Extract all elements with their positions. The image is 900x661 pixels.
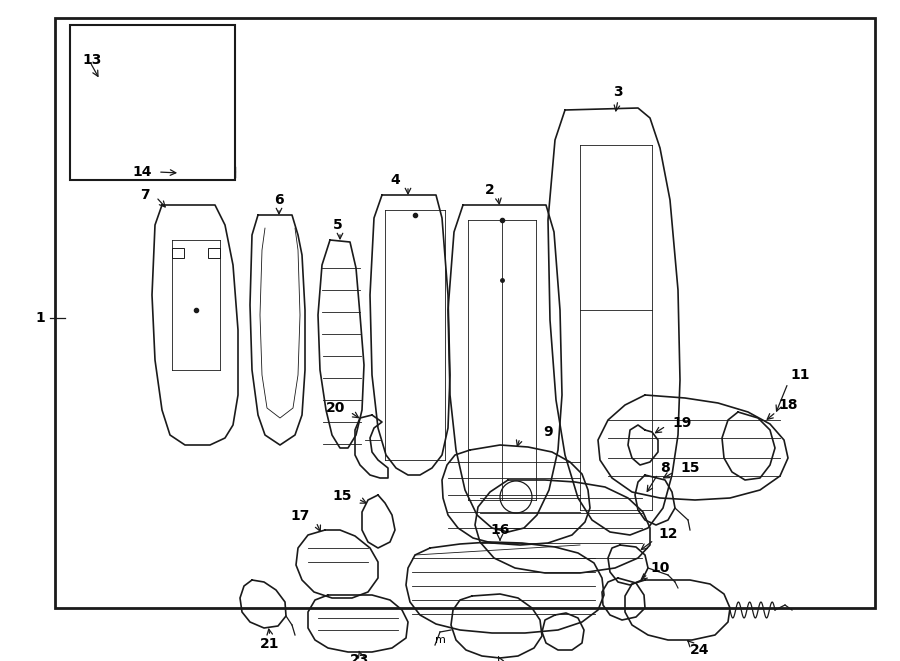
Text: 20: 20	[326, 401, 345, 415]
Text: 8: 8	[660, 461, 670, 475]
Text: 3: 3	[613, 85, 623, 99]
Text: 24: 24	[690, 643, 710, 657]
Text: 14: 14	[132, 165, 152, 179]
Text: 7: 7	[140, 188, 150, 202]
Text: 13: 13	[82, 53, 102, 67]
Text: 15: 15	[680, 461, 699, 475]
Text: 4: 4	[390, 173, 400, 187]
Bar	[208, 248, 220, 258]
Text: 6: 6	[274, 193, 284, 207]
Text: 9: 9	[544, 425, 553, 439]
Text: 23: 23	[350, 653, 370, 661]
Text: 17: 17	[291, 509, 310, 523]
Text: 15: 15	[332, 489, 352, 503]
Text: 5: 5	[333, 218, 343, 232]
Text: 16: 16	[491, 523, 509, 537]
Text: 21: 21	[260, 637, 280, 651]
Text: 18: 18	[778, 398, 797, 412]
Bar	[55, 18, 875, 608]
Text: 12: 12	[658, 527, 678, 541]
Text: 10: 10	[650, 561, 670, 575]
Text: 19: 19	[672, 416, 691, 430]
Bar	[70, 25, 235, 180]
Bar	[172, 248, 184, 258]
Text: 2: 2	[485, 183, 495, 197]
Text: 1: 1	[35, 311, 45, 325]
Text: 11: 11	[790, 368, 809, 382]
Text: m: m	[435, 635, 446, 645]
